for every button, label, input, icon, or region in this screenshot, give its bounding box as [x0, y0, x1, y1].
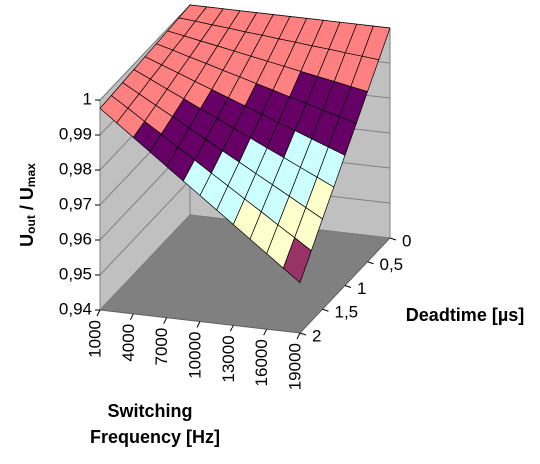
z-axis-title-part: max	[24, 163, 38, 187]
z-axis-title: Uout / Umax	[17, 163, 38, 247]
z-tick-label: 0,98	[59, 159, 92, 178]
z-tick-label: 0,94	[59, 299, 92, 318]
y-axis-title: Deadtime [µs]	[406, 305, 524, 325]
y-tick-label: 1	[357, 279, 366, 298]
x-tick-label: 1000	[85, 320, 104, 358]
x-tick	[129, 313, 134, 321]
y-tick	[322, 308, 329, 312]
surface-cell	[282, 237, 312, 284]
y-tick-label: 1,5	[335, 303, 359, 322]
y-tick-label: 2	[312, 326, 321, 345]
z-tick-label: 1	[83, 89, 92, 108]
x-axis-title: Switching	[108, 401, 193, 421]
x-tick-label: 7000	[152, 328, 171, 366]
z-tick-label: 0,97	[59, 194, 92, 213]
x-tick	[196, 321, 201, 328]
x-tick-label: 16000	[252, 339, 271, 386]
x-axis-title: Frequency [Hz]	[90, 427, 220, 447]
x-tick-label: 19000	[285, 343, 304, 390]
z-tick-label: 0,96	[59, 229, 92, 248]
y-tick	[389, 237, 397, 241]
x-tick	[229, 325, 234, 332]
x-tick-label: 4000	[119, 324, 138, 362]
z-tick-label: 0,99	[59, 124, 92, 143]
y-tick	[299, 332, 307, 336]
x-tick-label: 10000	[185, 332, 204, 379]
y-tick-label: 0,5	[380, 255, 404, 274]
z-axis-title-part: U	[17, 234, 37, 247]
y-tick-label: 0	[402, 231, 411, 250]
x-tick	[296, 332, 301, 340]
y-tick	[344, 285, 352, 288]
x-tick	[263, 328, 268, 336]
grid-line	[99, 214, 391, 311]
z-axis-title-part: out	[24, 215, 38, 234]
x-tick-label: 13000	[219, 335, 238, 382]
y-tick	[367, 261, 374, 265]
z-axis-title-part: / U	[17, 187, 37, 215]
z-tick-label: 0,95	[59, 264, 92, 283]
x-tick	[163, 317, 168, 324]
x-tick	[96, 309, 101, 317]
